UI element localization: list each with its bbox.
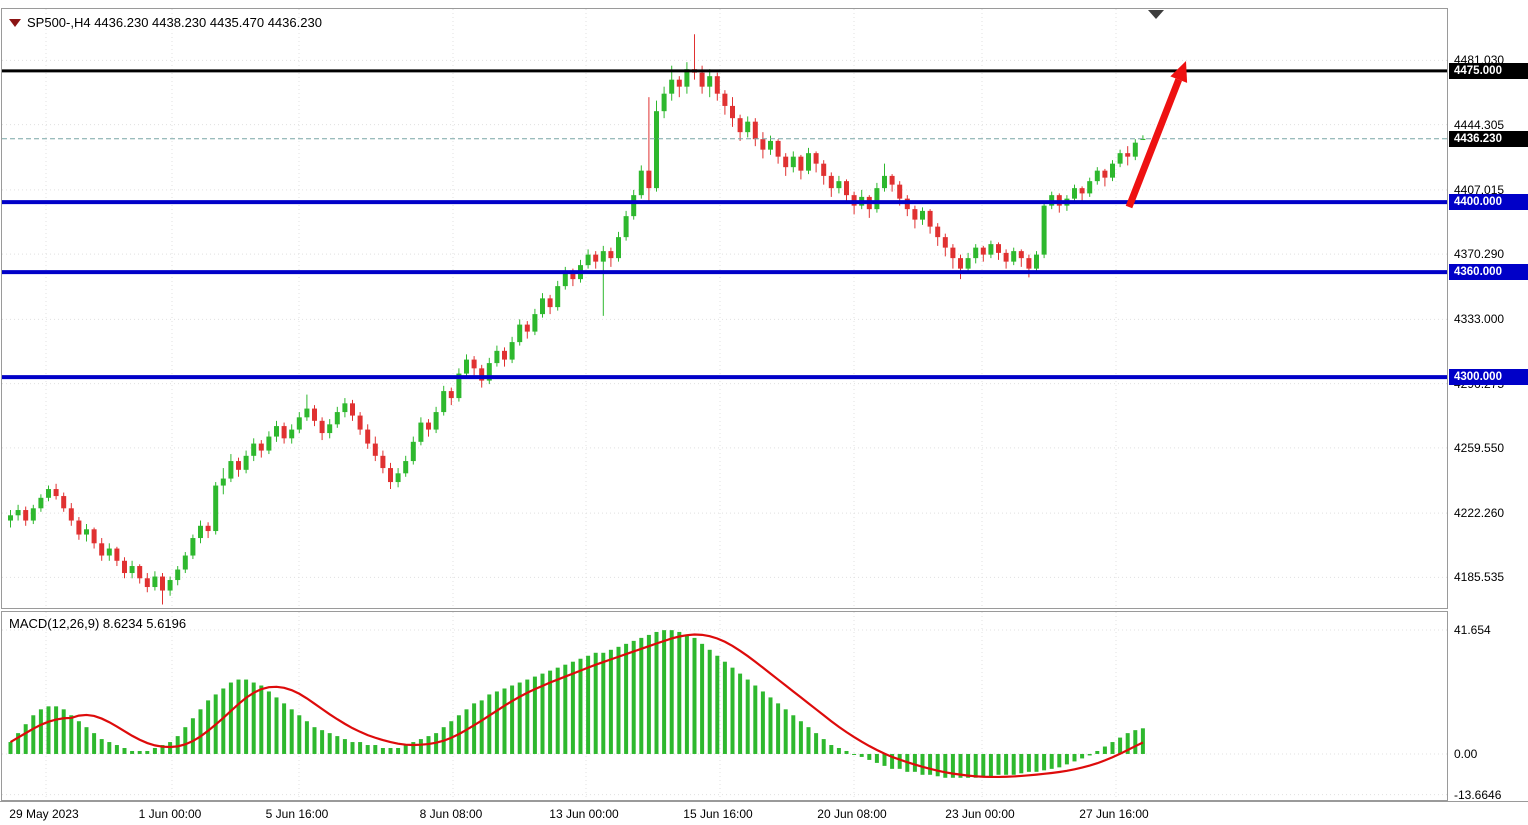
macd-histogram-layer bbox=[8, 630, 1145, 778]
main-gridlines bbox=[2, 9, 1447, 608]
time-axis-label: 23 Jun 00:00 bbox=[945, 807, 1015, 821]
symbol-triangle-icon bbox=[9, 18, 21, 27]
time-axis-label: 15 Jun 16:00 bbox=[683, 807, 753, 821]
main-chart-pane[interactable]: SP500-,H4 4436.230 4438.230 4435.470 443… bbox=[1, 8, 1448, 609]
time-axis-label: 29 May 2023 bbox=[9, 807, 79, 821]
price-axis-label: 4333.000 bbox=[1454, 312, 1505, 327]
price-axis-label: 4407.015 bbox=[1454, 182, 1505, 197]
time-axis-label: 20 Jun 08:00 bbox=[817, 807, 887, 821]
level-price-badge: 4360.000 bbox=[1449, 264, 1528, 281]
level-price-badge: 4475.000 bbox=[1449, 62, 1528, 79]
time-axis-label: 27 Jun 16:00 bbox=[1079, 807, 1149, 821]
price-axis-label: 4185.535 bbox=[1454, 570, 1505, 585]
candlestick-chart[interactable] bbox=[2, 9, 1447, 608]
macd-chart[interactable] bbox=[2, 612, 1447, 800]
price-axis-label: 4370.290 bbox=[1454, 247, 1505, 262]
level-price-badge: 4300.000 bbox=[1449, 369, 1528, 386]
time-axis-label: 1 Jun 00:00 bbox=[138, 807, 202, 821]
price-axis-label: 4444.305 bbox=[1454, 117, 1505, 132]
time-axis-label: 8 Jun 08:00 bbox=[419, 807, 483, 821]
symbol-ohlc-text: SP500-,H4 4436.230 4438.230 4435.470 443… bbox=[27, 15, 322, 30]
macd-indicator-label: MACD(12,26,9) 8.6234 5.6196 bbox=[9, 616, 187, 631]
price-axis-label: 4259.550 bbox=[1454, 440, 1505, 455]
macd-pane[interactable]: MACD(12,26,9) 8.6234 5.6196 bbox=[1, 611, 1448, 801]
macd-gridlines bbox=[2, 612, 1447, 800]
price-axis-label: 4222.260 bbox=[1454, 506, 1505, 521]
level-price-badge: 4400.000 bbox=[1449, 194, 1528, 211]
chart-shift-marker-icon[interactable] bbox=[1148, 10, 1164, 19]
trend-arrow bbox=[1125, 61, 1188, 209]
time-axis[interactable]: 29 May 2023 1 Jun 00:00 5 Jun 16:00 8 Jun 0… bbox=[0, 801, 1528, 825]
macd-axis-label: 41.654 bbox=[1454, 622, 1491, 637]
macd-axis-label: 0.00 bbox=[1454, 746, 1478, 761]
macd-signal-line bbox=[9, 633, 1144, 779]
price-axis[interactable]: 4481.030 4444.305 4407.015 4370.290 4333.000… bbox=[1449, 0, 1528, 802]
current-price-badge: 4436.230 bbox=[1449, 130, 1528, 147]
macd-axis-label: -13.6646 bbox=[1454, 787, 1502, 802]
candles-layer bbox=[8, 34, 1146, 605]
time-axis-label: 13 Jun 00:00 bbox=[549, 807, 619, 821]
chart-symbol-ohlc: SP500-,H4 4436.230 4438.230 4435.470 443… bbox=[9, 15, 322, 30]
horizontal-levels bbox=[2, 69, 1447, 380]
time-axis-label: 5 Jun 16:00 bbox=[265, 807, 329, 821]
